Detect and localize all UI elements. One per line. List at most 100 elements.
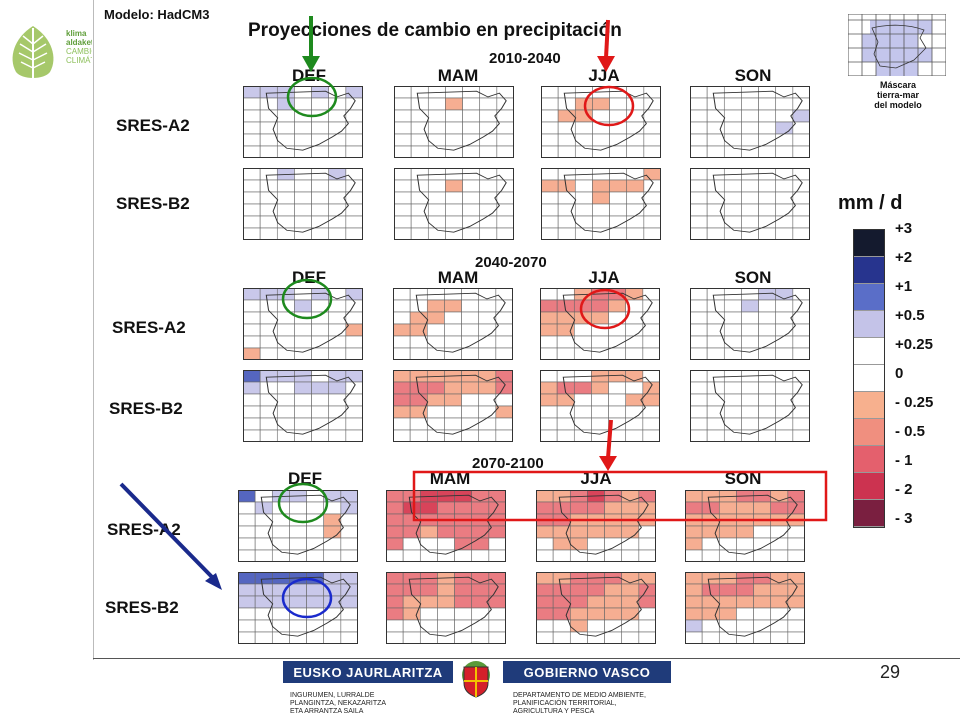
red-down-arrow <box>597 19 615 72</box>
legend-tick-label: - 2 <box>895 481 913 498</box>
map-border <box>690 168 810 240</box>
season-header: SON <box>724 469 762 488</box>
footer-line: PLANGINTZA, NEKAZARITZA <box>290 700 387 707</box>
season-header: MAM <box>437 268 479 287</box>
mask-caption-line: tierra-mar <box>876 90 920 100</box>
period-label: 2040-2070 <box>475 254 547 271</box>
precipitation-change-map <box>243 168 363 240</box>
precipitation-change-map <box>536 490 656 562</box>
logo-line: CLIMÁTICO <box>66 56 92 65</box>
precipitation-change-map <box>536 572 656 644</box>
map-border <box>238 490 358 562</box>
season-header: SON <box>734 66 772 85</box>
map-border <box>238 572 358 644</box>
legend-tick-label: +2 <box>895 249 913 266</box>
precipitation-change-map <box>541 86 661 158</box>
green-highlight-circle <box>277 482 329 524</box>
legend-swatch <box>854 500 884 527</box>
green-highlight-circle <box>281 278 333 320</box>
coastline-outline <box>260 494 351 555</box>
coastline-outline <box>712 374 803 435</box>
season-header: JJA <box>588 66 620 85</box>
season-header: MAM <box>437 66 479 85</box>
season-header: JJA <box>588 268 620 287</box>
coastline-outline <box>712 292 803 353</box>
land-sea-mask-map <box>848 14 946 76</box>
legend-swatch <box>854 284 884 311</box>
coastline-outline <box>712 172 803 233</box>
precipitation-change-map <box>393 288 513 360</box>
legend-tick-label: +0.5 <box>895 307 925 324</box>
precipitation-change-map <box>690 370 810 442</box>
period-label: 2070-2100 <box>472 455 544 472</box>
precipitation-change-map <box>386 490 506 562</box>
mask-caption-line: del modelo <box>874 100 922 110</box>
scenario-label: SRES-B2 <box>109 399 183 418</box>
map-border <box>540 370 660 442</box>
leaf-logo-icon <box>12 26 54 84</box>
legend-swatch <box>854 419 884 446</box>
precipitation-change-map <box>394 168 514 240</box>
coastline-outline <box>712 90 803 151</box>
legend-swatch <box>854 392 884 419</box>
legend-tick-label: - 1 <box>895 452 913 469</box>
red-highlight-circle <box>583 85 635 127</box>
map-border <box>386 572 506 644</box>
season-header: JJA <box>580 469 612 488</box>
legend-swatch <box>854 311 884 338</box>
red-down-arrow <box>599 419 617 471</box>
legend-tick-label: - 0.5 <box>895 423 926 440</box>
map-border <box>386 490 506 562</box>
precipitation-change-map <box>243 370 363 442</box>
legend-color-bar <box>853 229 885 528</box>
legend-tick-label: 0 <box>895 365 904 382</box>
scenario-label: SRES-B2 <box>116 194 190 213</box>
precipitation-change-map <box>690 168 810 240</box>
scenario-label: SRES-B2 <box>105 598 179 617</box>
logo-line: CAMBIO <box>66 47 92 56</box>
scenario-label: SRES-A2 <box>112 318 186 337</box>
figure-title: Proyecciones de cambio en precipitación <box>248 20 622 41</box>
blue-diagonal-arrow <box>119 482 222 590</box>
precipitation-change-map <box>238 490 358 562</box>
coastline-outline <box>408 576 499 637</box>
footer-line: INGURUMEN, LURRALDE <box>290 692 375 699</box>
logo-line: klima <box>66 29 87 38</box>
map-border <box>243 370 363 442</box>
map-border <box>536 490 656 562</box>
precipitation-change-map <box>690 288 810 360</box>
coastline-outline <box>260 576 351 637</box>
precipitation-change-map <box>386 572 506 644</box>
legend-tick-label: +3 <box>895 220 913 237</box>
map-border <box>394 168 514 240</box>
coastline-outline <box>265 172 356 233</box>
coastline-outline <box>562 292 653 353</box>
green-down-arrow <box>302 16 320 72</box>
legend-swatch <box>854 257 884 284</box>
coastline-outline <box>265 374 356 435</box>
map-border <box>690 370 810 442</box>
map-border <box>394 86 514 158</box>
map-border <box>243 168 363 240</box>
map-border <box>540 288 660 360</box>
page-number: 29 <box>880 662 901 682</box>
precipitation-change-map <box>540 288 660 360</box>
mask-caption: Máscara tierra-mar del modelo <box>850 80 946 110</box>
separator-line <box>93 658 960 659</box>
coastline-outline <box>265 292 356 353</box>
map-border <box>541 86 661 158</box>
footer-line: ETA ARRANTZA SAILA <box>290 708 364 715</box>
legend-unit: mm / d <box>838 192 903 214</box>
legend-swatch <box>854 230 884 257</box>
scenario-label: SRES-A2 <box>116 116 190 135</box>
coastline-outline <box>265 90 356 151</box>
coastline-outline <box>415 292 506 353</box>
footer-line: PLANIFICACIÓN TERRITORIAL, <box>513 700 617 707</box>
coastline-outline <box>563 172 654 233</box>
legend-swatch <box>854 473 884 500</box>
precipitation-change-map <box>243 86 363 158</box>
period-label: 2010-2040 <box>489 50 561 67</box>
map-border <box>243 288 363 360</box>
legend-swatch <box>854 365 884 392</box>
